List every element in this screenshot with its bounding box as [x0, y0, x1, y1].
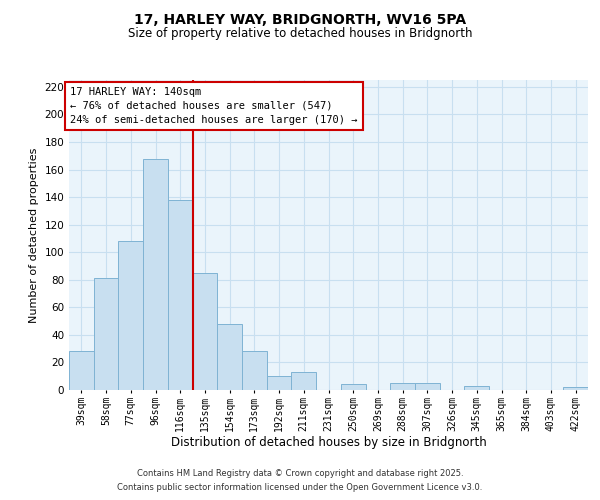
Bar	[193, 273, 217, 390]
Bar	[464, 386, 489, 390]
Bar	[168, 200, 193, 390]
Text: Size of property relative to detached houses in Bridgnorth: Size of property relative to detached ho…	[128, 28, 472, 40]
Bar	[94, 278, 118, 390]
Bar	[341, 384, 365, 390]
Bar	[217, 324, 242, 390]
Text: Contains public sector information licensed under the Open Government Licence v3: Contains public sector information licen…	[118, 484, 482, 492]
X-axis label: Distribution of detached houses by size in Bridgnorth: Distribution of detached houses by size …	[170, 436, 487, 450]
Bar	[415, 383, 440, 390]
Bar	[267, 376, 292, 390]
Text: 17, HARLEY WAY, BRIDGNORTH, WV16 5PA: 17, HARLEY WAY, BRIDGNORTH, WV16 5PA	[134, 12, 466, 26]
Y-axis label: Number of detached properties: Number of detached properties	[29, 148, 39, 322]
Text: Contains HM Land Registry data © Crown copyright and database right 2025.: Contains HM Land Registry data © Crown c…	[137, 468, 463, 477]
Bar	[118, 241, 143, 390]
Bar	[390, 383, 415, 390]
Bar	[292, 372, 316, 390]
Bar	[69, 352, 94, 390]
Bar	[242, 352, 267, 390]
Text: 17 HARLEY WAY: 140sqm
← 76% of detached houses are smaller (547)
24% of semi-det: 17 HARLEY WAY: 140sqm ← 76% of detached …	[70, 87, 358, 125]
Bar	[563, 387, 588, 390]
Bar	[143, 158, 168, 390]
